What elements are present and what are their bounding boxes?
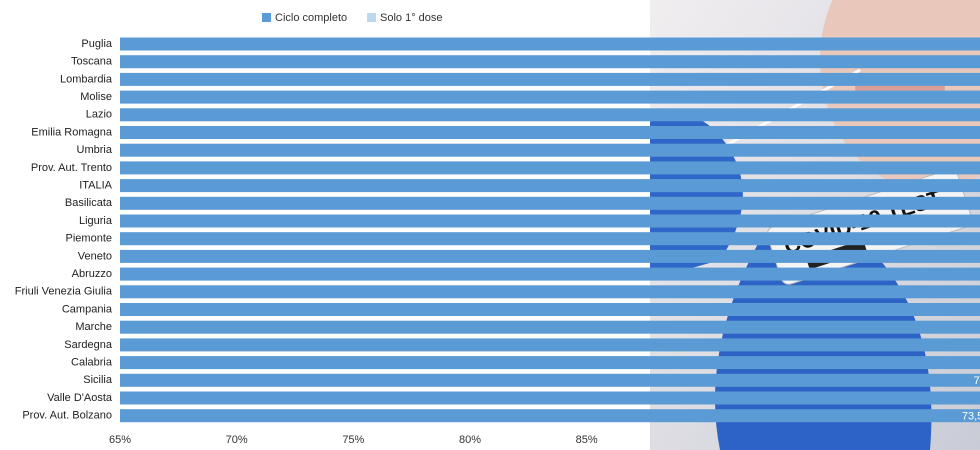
legend-swatch — [262, 13, 271, 22]
category-label: Marche — [75, 321, 112, 333]
bar-segment — [120, 37, 980, 51]
category-label: Valle D'Aosta — [47, 392, 113, 404]
category-label: Umbria — [77, 144, 113, 156]
x-tick-label: 85% — [576, 434, 598, 446]
category-label: Liguria — [79, 215, 113, 227]
category-label: Basilicata — [65, 197, 113, 209]
category-label: Emilia Romagna — [31, 126, 113, 138]
category-label: Calabria — [71, 357, 113, 369]
bar-segment — [120, 161, 980, 175]
bar-segment — [120, 55, 980, 69]
bar-segment — [120, 143, 980, 157]
bar-segment — [120, 338, 980, 352]
legend-label: Solo 1° dose — [380, 12, 443, 24]
bar-segment — [120, 285, 980, 299]
category-label: Piemonte — [66, 233, 112, 245]
category-label: Lazio — [86, 109, 112, 121]
category-label: Friuli Venezia Giulia — [15, 286, 113, 298]
category-label: Abruzzo — [72, 268, 112, 280]
bar-segment — [120, 179, 980, 193]
bar-segment — [120, 72, 980, 86]
x-tick-label: 70% — [226, 434, 248, 446]
legend-swatch — [367, 13, 376, 22]
bar-segment — [120, 249, 980, 263]
category-label: Sardegna — [64, 339, 113, 351]
category-label: Toscana — [71, 56, 113, 68]
bar-segment — [120, 232, 980, 246]
x-tick-label: 65% — [109, 434, 131, 446]
bar-segment — [120, 303, 980, 316]
category-label: ITALIA — [79, 180, 112, 192]
bar-segment — [120, 391, 980, 405]
bar-segment — [120, 356, 980, 370]
bar-segment — [120, 267, 980, 281]
x-tick-label: 80% — [459, 434, 481, 446]
category-label: Prov. Aut. Bolzano — [22, 410, 112, 422]
category-label: Puglia — [81, 38, 112, 50]
category-label: Campania — [62, 303, 113, 315]
category-label: Veneto — [78, 250, 112, 262]
bar-segment — [120, 196, 980, 210]
category-label: Sicilia — [83, 374, 113, 386]
bar-segment — [120, 373, 980, 387]
x-tick-label: 75% — [342, 434, 364, 446]
category-label: Molise — [80, 91, 112, 103]
bar-segment — [120, 90, 980, 104]
value-label: 73,5% — [962, 411, 980, 423]
category-label: Prov. Aut. Trento — [31, 162, 112, 174]
bar-segment — [120, 320, 980, 334]
legend-label: Ciclo completo — [275, 12, 347, 24]
value-label: 74,5% — [974, 375, 980, 387]
bar-segment — [120, 214, 980, 228]
category-label: Lombardia — [60, 73, 113, 85]
bar-segment — [120, 126, 980, 139]
bar-segment — [120, 409, 980, 423]
bar-segment — [120, 108, 980, 122]
